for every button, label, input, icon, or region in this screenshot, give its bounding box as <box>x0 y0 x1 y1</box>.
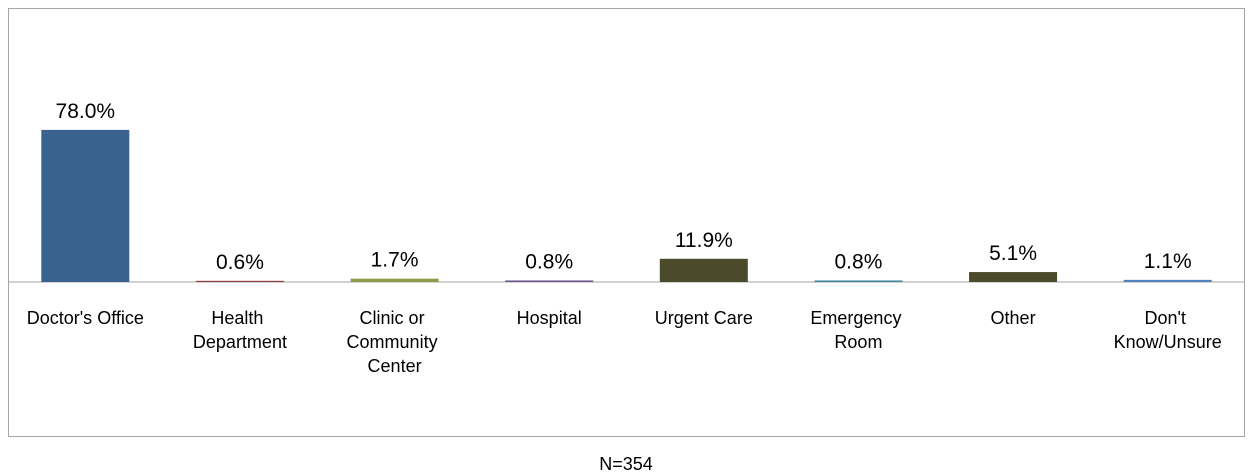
x-tick-label: Doctor's Office <box>27 308 144 328</box>
bar <box>350 278 439 282</box>
value-label: 11.9% <box>675 229 733 252</box>
x-tick-label: Urgent Care <box>655 308 753 328</box>
bar <box>814 280 903 282</box>
x-tick-label: Clinic or Community Center <box>347 308 443 376</box>
bar <box>505 280 594 282</box>
bar <box>969 272 1058 282</box>
value-label: 0.8% <box>835 250 883 273</box>
x-tick-label: Emergency Room <box>810 308 906 352</box>
bar <box>41 129 130 282</box>
value-label: 0.6% <box>216 251 264 274</box>
bar <box>659 258 748 282</box>
bar <box>1123 279 1212 282</box>
chart-frame <box>8 8 1245 437</box>
value-label: 1.7% <box>371 249 419 272</box>
value-label: 1.1% <box>1144 250 1192 273</box>
x-tick-label: Other <box>991 308 1036 328</box>
value-label: 5.1% <box>989 242 1037 265</box>
value-label: 78.0% <box>56 100 116 123</box>
x-tick-label: Health Department <box>193 308 287 352</box>
value-label: 0.8% <box>525 250 573 273</box>
x-tick-label: Hospital <box>517 308 582 328</box>
bar <box>195 280 284 282</box>
x-tick-label: Don't Know/Unsure <box>1114 308 1222 352</box>
footnote: N=354 <box>599 454 653 474</box>
